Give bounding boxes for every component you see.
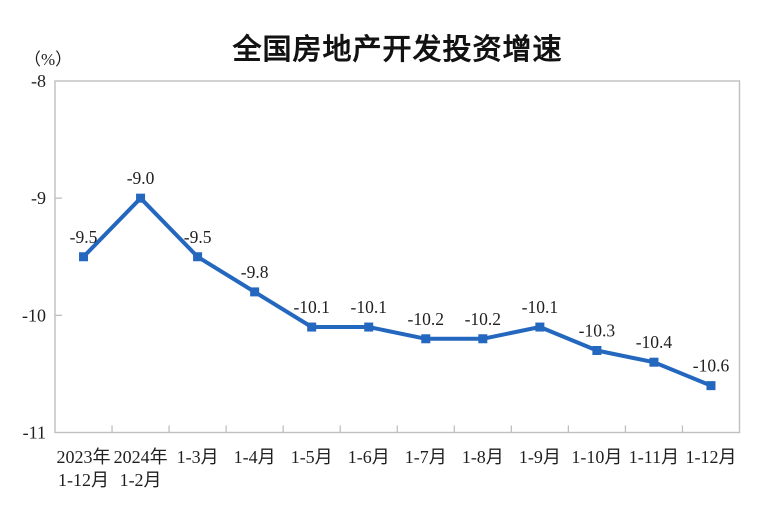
x-category-label: 1-4月 xyxy=(234,447,276,467)
x-category-label: 1-5月 xyxy=(291,447,333,467)
data-point-marker xyxy=(307,322,317,332)
data-point-label: -10.1 xyxy=(522,297,558,317)
x-category-label: 1-11月 xyxy=(629,447,679,467)
data-point-label: -9.5 xyxy=(184,227,212,247)
y-axis-tick-label: -8 xyxy=(31,71,46,91)
y-axis-tick-label: -10 xyxy=(22,305,46,325)
y-axis-unit-label: （%） xyxy=(24,50,73,69)
data-point-label: -10.6 xyxy=(693,356,730,376)
data-point-label: -9.0 xyxy=(127,168,155,188)
data-point-label: -9.5 xyxy=(70,227,98,247)
data-point-marker xyxy=(193,252,203,262)
y-axis-tick-label: -11 xyxy=(23,423,46,443)
data-point-marker xyxy=(136,193,146,203)
plot-border xyxy=(54,80,741,434)
data-point-marker xyxy=(79,252,89,262)
data-point-marker xyxy=(535,322,545,332)
data-point-label: -10.3 xyxy=(579,320,616,340)
data-point-label: -9.8 xyxy=(241,262,269,282)
x-category-label: 1-3月 xyxy=(177,447,219,467)
x-category-label: 1-7月 xyxy=(405,447,447,467)
data-point-marker xyxy=(706,381,716,391)
x-category-label: 2024年 1-2月 xyxy=(114,447,168,490)
chart-title: 全国房地产开发投资增速 xyxy=(232,34,563,66)
data-point-label: -10.2 xyxy=(465,309,501,329)
x-category-label: 1-9月 xyxy=(519,447,561,467)
data-point-label: -10.1 xyxy=(351,297,387,317)
x-category-label: 1-8月 xyxy=(462,447,504,467)
data-point-marker xyxy=(649,357,659,367)
data-point-marker xyxy=(592,345,602,355)
data-point-marker xyxy=(478,334,488,344)
data-point-label: -10.4 xyxy=(636,332,673,352)
x-category-label: 1-6月 xyxy=(348,447,390,467)
data-point-marker xyxy=(421,334,431,344)
x-category-label: 1-12月 xyxy=(685,447,736,467)
data-point-marker xyxy=(364,322,374,332)
data-series-line xyxy=(81,196,713,388)
y-axis-tick-label: -9 xyxy=(31,188,46,208)
x-category-label: 1-10月 xyxy=(571,447,622,467)
x-category-label: 2023年 1-12月 xyxy=(57,447,111,490)
data-point-label: -10.1 xyxy=(293,297,329,317)
data-point-label: -10.2 xyxy=(408,309,444,329)
data-point-marker xyxy=(250,287,260,297)
